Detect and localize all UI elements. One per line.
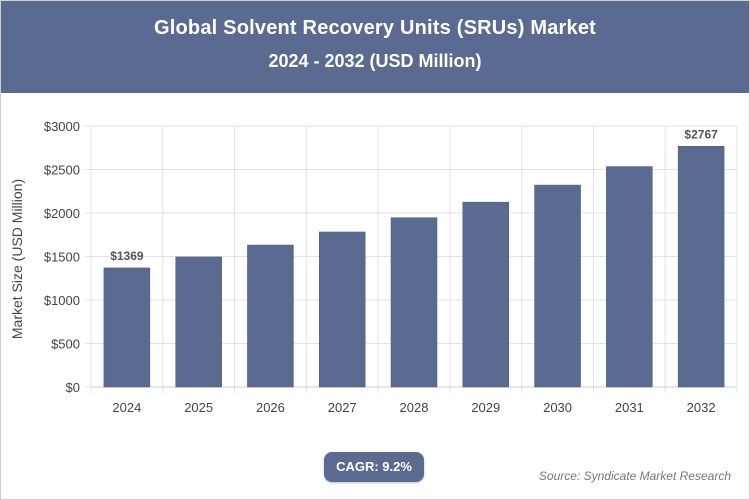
x-tick-label: 2029: [471, 400, 500, 415]
chart-title: Global Solvent Recovery Units (SRUs) Mar…: [153, 17, 597, 39]
y-tick-label: $2500: [44, 163, 80, 178]
bar-2032: [677, 146, 725, 388]
chart-subtitle: 2024 - 2032 (USD Million): [268, 51, 482, 71]
bar-2025: [175, 256, 222, 388]
y-axis-label: Market Size (USD Million): [9, 179, 25, 339]
data-labels: $1369 $2767: [110, 127, 718, 263]
bar-2029: [462, 201, 510, 388]
chart-header: Global Solvent Recovery Units (SRUs) Mar…: [1, 1, 749, 93]
y-axis-tick-labels: $0 $500 $1000 $1500 $2000 $2500 $3000: [44, 119, 80, 395]
y-tick-label: $3000: [44, 119, 80, 134]
x-tick-label: 2026: [256, 400, 285, 415]
y-tick-label: $1000: [44, 293, 80, 308]
y-tick-label: $0: [66, 380, 80, 395]
x-tick-label: 2032: [687, 400, 716, 415]
bar-2027: [318, 231, 366, 388]
y-tick-label: $500: [51, 337, 80, 352]
data-label: $2767: [684, 127, 718, 141]
x-tick-label: 2030: [543, 400, 572, 415]
x-tick-label: 2027: [328, 400, 357, 415]
y-tick-label: $2000: [44, 206, 80, 221]
x-tick-label: 2028: [400, 400, 429, 415]
y-tick-label: $1500: [44, 250, 80, 265]
bar-2026: [247, 244, 294, 388]
data-label: $1369: [110, 249, 144, 263]
cagr-badge: CAGR: 9.2%: [324, 452, 424, 482]
bar-2024: [103, 267, 151, 388]
bar-2031: [606, 166, 653, 388]
bar-2028: [390, 217, 438, 388]
bars: [103, 146, 725, 388]
bar-2030: [534, 184, 581, 388]
x-tick-label: 2025: [184, 400, 213, 415]
bar-chart: $0 $500 $1000 $1500 $2000 $2500 $3000 2024 2025…: [9, 119, 738, 415]
x-tick-label: 2024: [112, 400, 141, 415]
source-note: Source: Syndicate Market Research: [538, 469, 731, 483]
x-tick-label: 2031: [615, 400, 644, 415]
x-axis-tick-labels: 2024 2025 2026 2027 2028 2029 2030 2031 2032: [112, 400, 715, 415]
